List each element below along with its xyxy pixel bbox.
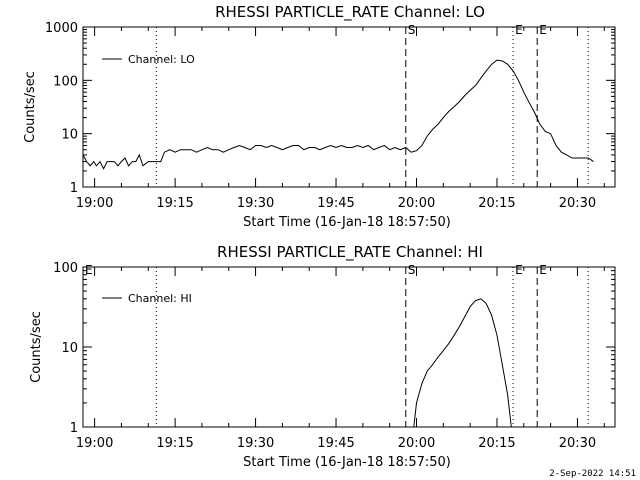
x-tick-label: 20:30 [559, 436, 596, 451]
chart-hi-legend-label: Channel: HI [128, 292, 192, 305]
marker-label: E [539, 263, 547, 277]
x-tick-label: 19:30 [237, 436, 274, 451]
chart-lo-x-ticks: 19:00 19:15 19:30 19:45 20:00 20:15 20:30 [76, 27, 605, 211]
chart-hi: RHESSI PARTICLE_RATE Channel: HI 110100 … [29, 243, 616, 470]
y-tick-label: 1 [70, 421, 78, 436]
y-tick-label: 10 [61, 128, 78, 143]
chart-lo-y-ticks: 1 10 100 1000 [45, 21, 615, 196]
y-tick-label: 1 [70, 181, 78, 196]
x-tick-label: 19:00 [76, 436, 113, 451]
x-tick-label: 20:00 [398, 196, 435, 211]
marker-label: E [539, 23, 547, 37]
chart-lo-markers: S EE [155, 23, 589, 187]
chart-hi-xlabel: Start Time (16-Jan-18 18:57:50) [243, 455, 451, 470]
chart-hi-legend: Channel: HI [102, 292, 192, 305]
chart-lo: RHESSI PARTICLE_RATE Channel: LO 1101001… [23, 3, 616, 230]
y-tick-label: 100 [53, 261, 78, 276]
chart-hi-ylabel: Counts/sec [29, 311, 44, 383]
x-tick-label: 20:00 [398, 436, 435, 451]
x-tick-label: 20:15 [478, 196, 515, 211]
x-tick-label: 19:15 [156, 436, 193, 451]
chart-lo-xlabel: Start Time (16-Jan-18 18:57:50) [243, 215, 451, 230]
y-tick-label: 1000 [45, 21, 78, 36]
x-tick-label: 20:15 [478, 436, 515, 451]
x-tick-label: 19:15 [156, 196, 193, 211]
chart-lo-title: RHESSI PARTICLE_RATE Channel: LO [215, 3, 485, 22]
chart-lo-legend-label: Channel: LO [128, 53, 195, 66]
x-tick-label: 19:45 [317, 196, 354, 211]
chart-hi-title: RHESSI PARTICLE_RATE Channel: HI [217, 243, 483, 262]
x-tick-label: 19:00 [76, 196, 113, 211]
chart-lo-legend: Channel: LO [102, 53, 195, 66]
x-tick-label: 19:45 [317, 436, 354, 451]
chart-hi-markers: S EE E [85, 263, 589, 427]
chart-hi-frame [82, 266, 616, 428]
marker-label: E [515, 23, 523, 37]
marker-label: E [515, 263, 523, 277]
footer-timestamp: 2-Sep-2022 14:51 [549, 469, 636, 479]
x-tick-label: 19:30 [237, 196, 274, 211]
chart-lo-series-line [82, 59, 594, 170]
chart-lo-ylabel: Counts/sec [23, 71, 38, 143]
chart-hi-y-ticks: 1 10 100 [53, 261, 615, 436]
chart-hi-series-line [413, 298, 512, 428]
marker-label: E [85, 263, 93, 277]
chart-hi-x-ticks: 19:00 19:15 19:30 19:45 20:00 20:15 20:30 [76, 267, 605, 451]
y-tick-label: 100 [53, 74, 78, 89]
x-tick-label: 20:30 [559, 196, 596, 211]
y-tick-label: 10 [61, 341, 78, 356]
marker-label: S [408, 23, 416, 37]
chart-lo-frame [82, 26, 616, 188]
marker-label: S [408, 263, 416, 277]
